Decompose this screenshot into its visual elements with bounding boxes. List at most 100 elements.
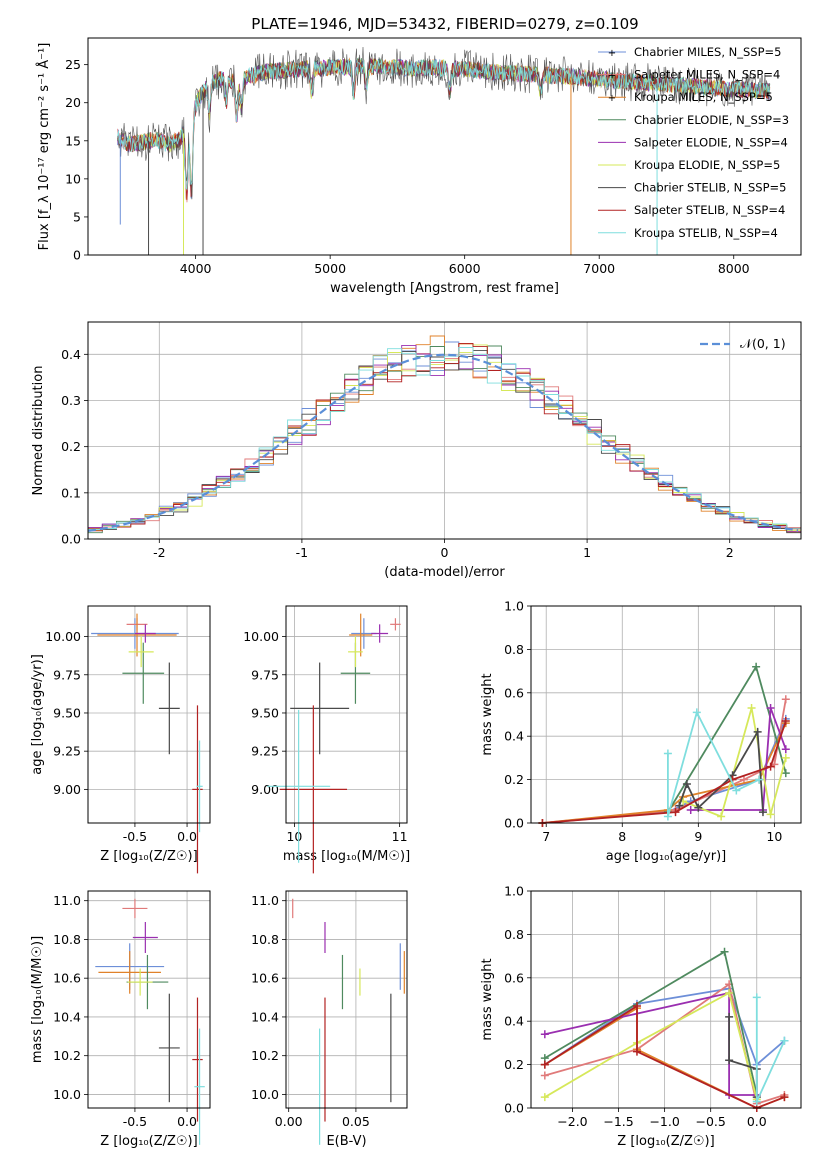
y-tick-label: 9.75 xyxy=(251,667,279,682)
x-tick-label: 7000 xyxy=(583,261,615,276)
series-line xyxy=(544,991,758,1100)
series-marker xyxy=(540,1060,549,1069)
x-tick-label: 8000 xyxy=(718,261,750,276)
y-tick-label: 0.8 xyxy=(504,927,524,942)
y-tick-label: 25 xyxy=(65,57,81,72)
x-tick-label: 0.00 xyxy=(275,1114,303,1129)
axes-frame xyxy=(530,890,802,1109)
point-salpeter-stelib xyxy=(279,705,348,874)
legend-entry-kroupa-miles: Kroupa MILES, N_SSP=5 xyxy=(634,90,773,104)
x-tick-label: 7 xyxy=(542,829,550,844)
series-marker xyxy=(781,695,790,704)
x-tick-label: -1 xyxy=(296,545,308,560)
series-chabrier-stelib xyxy=(675,727,767,817)
mass-vs-metallicity-panel: -0.5 0.0 10.0 10.2 10.4 10.6 10.8 11.0 Z [log₁₀(… xyxy=(30,890,211,1149)
x-tick-label: 10 xyxy=(286,829,302,844)
legend-entry-gaussian: 𝒩(0, 1) xyxy=(740,336,786,351)
series-marker xyxy=(540,1093,549,1102)
point-kroupa-stelib xyxy=(194,1028,205,1145)
legend-entry-chabrier-stelib: Chabrier STELIB, N_SSP=5 xyxy=(634,181,786,195)
y-tick-label: 9.50 xyxy=(251,705,279,720)
series-marker xyxy=(663,749,672,758)
point-kroupa-miles xyxy=(349,613,373,657)
legend-entry-salpeter-elodie: Salpeter ELODIE, N_SSP=4 xyxy=(634,135,788,149)
y-tick-label: 1.0 xyxy=(504,884,524,899)
legend-entry-chabrier-miles: Chabrier MILES, N_SSP=5 xyxy=(634,45,781,59)
axes-frame xyxy=(87,605,211,824)
point-salpeter-elodie xyxy=(132,922,158,953)
age-vs-mass-panel: 10 11 9.00 9.25 9.50 9.75 10.00 mass [log₁₀(M/M… xyxy=(243,605,410,874)
x-tick-label: 1 xyxy=(583,545,591,560)
x-tick-label: 10 xyxy=(766,829,782,844)
legend-marker-salpeter-miles: + xyxy=(608,71,616,82)
mass-weight-vs-metallicity-panel: −2.0 −1.5 −1.0 −0.5 0.0 0.0 0.2 0.4 0.6 0.8 1.0 Z [… xyxy=(480,884,802,1149)
series-marker xyxy=(752,662,761,671)
series-marker xyxy=(752,1097,761,1106)
legend-marker-chabrier-miles: + xyxy=(608,48,616,59)
spectrum-panel: 4000 5000 6000 7000 8000 0 5 10 15 20 25 wavelength… xyxy=(36,37,802,296)
series-marker xyxy=(694,803,703,812)
point-kroupa-elodie xyxy=(127,968,153,996)
y-tick-label: 9.00 xyxy=(251,782,279,797)
series-line xyxy=(755,997,786,1102)
point-chabrier-stelib xyxy=(290,662,350,755)
gaussian-curve xyxy=(87,353,799,532)
spectrum-kroupa-stelib xyxy=(117,59,771,191)
y-tick-label: 11.0 xyxy=(53,893,81,908)
x-axis-label: E(B-V) xyxy=(326,1134,366,1149)
x-tick-label: 0.0 xyxy=(747,1114,767,1129)
mass-weight-vs-age-panel: 7 8 9 10 0.0 0.2 0.4 0.6 0.8 1.0 age [log₁₀(age/yr… xyxy=(480,599,802,864)
series-salpeter-elodie xyxy=(540,988,761,1099)
x-tick-label: 9 xyxy=(694,829,702,844)
legend-entry-chabrier-elodie: Chabrier ELODIE, N_SSP=3 xyxy=(634,113,789,127)
y-tick-label: 0.6 xyxy=(504,970,524,985)
y-tick-label: 10.0 xyxy=(53,1087,81,1102)
series-marker xyxy=(725,1056,734,1065)
mass-vs-extinction-panel: 0.00 0.05 10.0 10.2 10.4 10.6 10.8 11.0 E(B-V) xyxy=(251,890,408,1149)
series-marker xyxy=(766,810,775,819)
x-tick-label: −1.0 xyxy=(649,1114,679,1129)
point-kroupa-stelib xyxy=(196,740,203,833)
legend-entry-kroupa-stelib: Kroupa STELIB, N_SSP=4 xyxy=(634,226,778,240)
x-tick-label: −2.0 xyxy=(557,1114,587,1129)
point-kroupa-stelib xyxy=(267,709,331,863)
axes-frame xyxy=(87,321,802,540)
x-axis-label: age [log₁₀(age/yr)] xyxy=(606,849,727,864)
legend-entry-salpeter-miles: Salpeter MILES, N_SSP=4 xyxy=(634,68,780,82)
y-tick-label: 0.1 xyxy=(61,485,81,500)
series-marker xyxy=(717,812,726,821)
point-salpeter-elodie xyxy=(371,624,389,643)
y-tick-label: 0.0 xyxy=(504,1101,524,1116)
y-tick-label: 10.0 xyxy=(251,1087,279,1102)
series-marker xyxy=(766,762,775,771)
series-marker xyxy=(675,801,684,810)
x-tick-label: -2 xyxy=(153,545,165,560)
point-salpeter-miles xyxy=(390,618,401,631)
y-tick-label: 0.6 xyxy=(504,685,524,700)
y-tick-label: 10 xyxy=(65,171,81,186)
point-chabrier-elodie xyxy=(122,642,165,704)
y-axis-label: mass weight xyxy=(480,958,495,1040)
y-tick-label: 10.8 xyxy=(53,932,81,947)
figure-title: PLATE=1946, MJD=53432, FIBERID=0279, z=0… xyxy=(251,15,638,33)
x-tick-label: 0.0 xyxy=(177,1114,197,1129)
series-marker xyxy=(632,1047,641,1056)
spectrum-legend: + Chabrier MILES, N_SSP=5 + Salpeter MILES,… xyxy=(598,45,789,240)
y-tick-label: 0.8 xyxy=(504,642,524,657)
point-chabrier-miles xyxy=(91,618,179,649)
series-marker xyxy=(720,947,729,956)
series-marker xyxy=(725,1012,734,1021)
series-marker xyxy=(692,708,701,717)
series-kroupa-stelib xyxy=(752,993,789,1106)
x-axis-label: Z [log₁₀(Z/Z☉)] xyxy=(100,1134,197,1149)
point-salpeter-miles xyxy=(122,898,148,919)
series-marker xyxy=(781,745,790,754)
y-tick-label: 10.8 xyxy=(251,932,279,947)
x-axis-label: Z [log₁₀(Z/Z☉)] xyxy=(617,1134,714,1149)
series-marker xyxy=(632,1002,641,1011)
x-tick-label: 0.0 xyxy=(177,829,197,844)
x-tick-label: −1.5 xyxy=(603,1114,633,1129)
y-tick-label: 5 xyxy=(73,209,81,224)
series-marker xyxy=(755,775,764,784)
